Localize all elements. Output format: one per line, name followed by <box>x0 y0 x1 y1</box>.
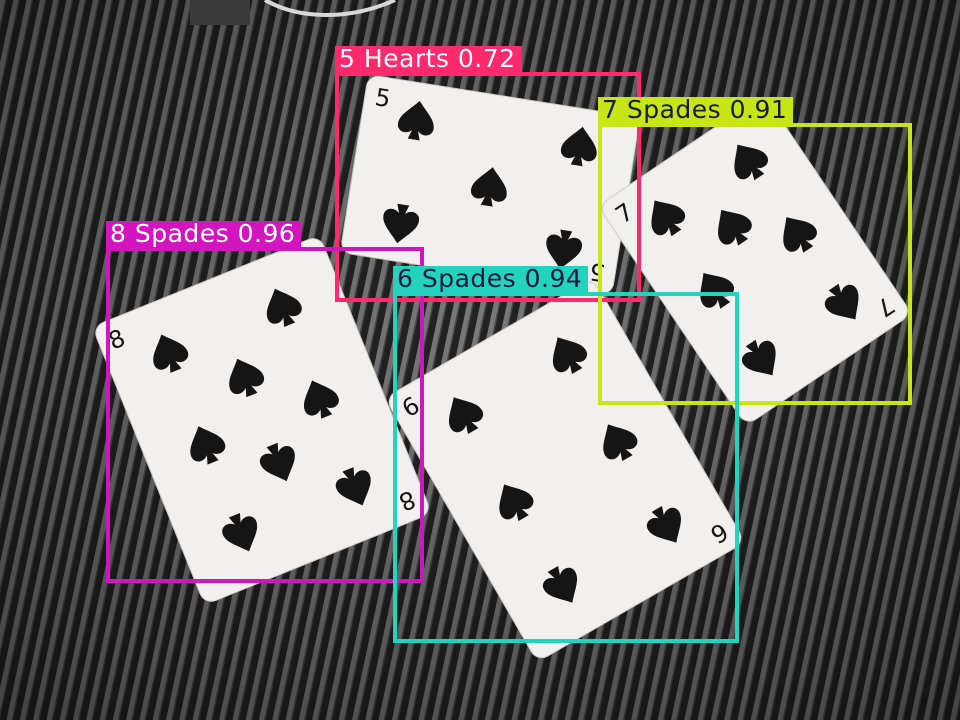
detection-label: 7 Spades 0.91 <box>598 97 794 123</box>
dark-object <box>190 0 250 25</box>
detection-label: 8 Spades 0.96 <box>106 221 302 247</box>
spade-icon <box>651 200 686 237</box>
spade-icon <box>783 217 817 253</box>
cable <box>264 0 396 17</box>
detection-box: 8 Spades 0.96 <box>106 221 424 583</box>
spade-icon <box>397 100 434 141</box>
spade-icon <box>222 513 258 552</box>
spade-icon <box>153 334 189 373</box>
card-face <box>95 238 429 602</box>
spade-icon <box>646 505 681 543</box>
spade-icon <box>303 380 339 419</box>
spade-icon <box>546 229 583 270</box>
detection-box: 6 Spades 0.94 <box>393 266 739 643</box>
spade-icon <box>734 144 769 181</box>
spade-icon <box>542 565 578 603</box>
spade-icon <box>266 288 302 327</box>
spade-icon <box>499 484 534 522</box>
playing-card-6-spades: 66 <box>388 281 742 659</box>
spade-icon <box>552 337 588 375</box>
spade-icon <box>259 442 295 482</box>
spade-icon <box>383 203 420 244</box>
spade-icon <box>335 467 371 506</box>
spade-icon <box>718 209 752 246</box>
playing-card-5-spades: 55 <box>341 75 639 295</box>
card-face <box>602 98 908 422</box>
spade-icon <box>700 273 735 309</box>
card-index-top: 5 <box>373 83 392 113</box>
card-face <box>388 281 742 659</box>
spade-icon <box>471 167 507 207</box>
card-index-bottom: 5 <box>587 257 606 287</box>
detection-box: 7 Spades 0.91 <box>598 97 912 405</box>
spade-icon <box>190 426 226 465</box>
spade-icon <box>741 339 776 376</box>
spade-icon <box>449 397 484 435</box>
spade-icon <box>824 283 859 320</box>
playing-card-7-spades: 77 <box>602 98 908 422</box>
detection-box: 5 Hearts 0.72 <box>335 46 641 302</box>
spade-icon <box>229 358 265 398</box>
spade-icon <box>560 126 597 167</box>
detection-label: 5 Hearts 0.72 <box>335 46 522 72</box>
detection-label: 6 Spades 0.94 <box>393 266 589 292</box>
spade-icon <box>603 424 638 462</box>
